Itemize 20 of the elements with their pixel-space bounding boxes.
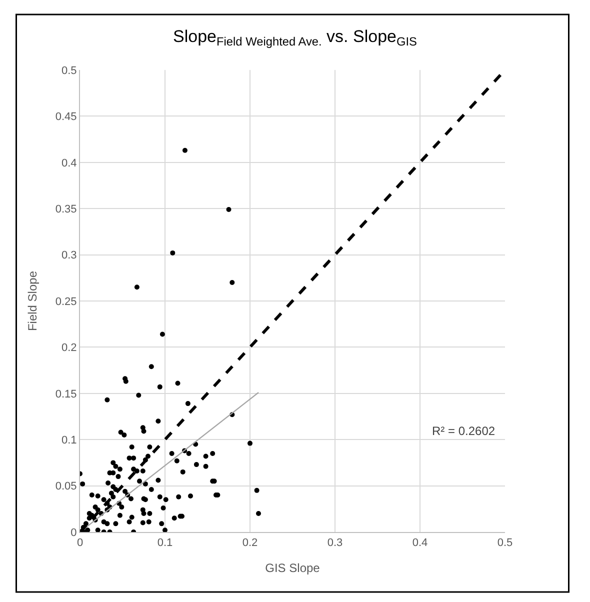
x-tick-label: 0.4 — [412, 537, 428, 550]
y-tick-label: 0.4 — [62, 157, 77, 170]
x-tick-label: 0.3 — [327, 537, 343, 550]
chart-title: Slope$_{Field Weighted Ave.}$ vs. Slope$_{GIS}$ — [173, 27, 418, 49]
y-tick-label: 0.2 — [62, 342, 77, 354]
x-tick-label: 0.1 — [157, 537, 173, 550]
x-axis-title: GIS Slope — [265, 561, 320, 576]
x-tick-label: 0.2 — [242, 537, 258, 550]
y-tick-label: 0.25 — [55, 296, 77, 308]
y-axis-title: Field Slope — [26, 270, 40, 332]
y-tick-label: 0.35 — [55, 203, 77, 216]
y-tick-label: 0.1 — [62, 434, 77, 446]
annotation: R² = 0.2602 — [432, 424, 496, 438]
y-tick-label: 0.45 — [55, 111, 77, 124]
y-tick-label: 0.15 — [55, 388, 77, 400]
x-tick-label: 0.5 — [497, 537, 513, 550]
y-tick-label: 0.5 — [62, 64, 77, 77]
y-tick-label: 0 — [70, 526, 77, 539]
y-tick-label: 0.05 — [55, 480, 77, 493]
y-tick-label: 0.3 — [62, 250, 77, 262]
